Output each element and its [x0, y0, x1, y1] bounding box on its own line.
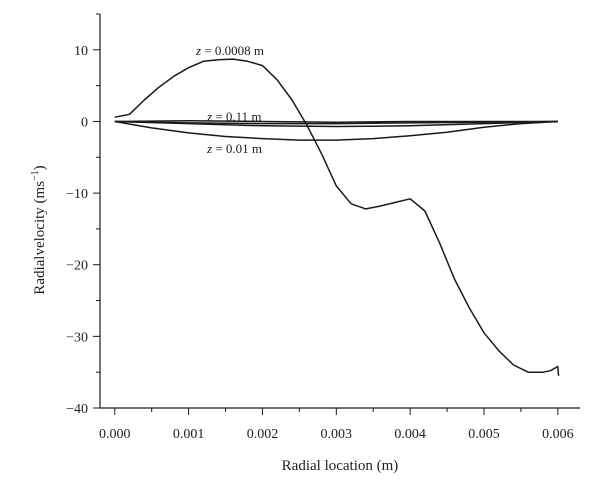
y-tick-label: 10 — [74, 44, 88, 59]
curve-annotation-1: z = 0.0008 m — [195, 43, 264, 58]
series-line-3 — [114, 120, 558, 141]
x-tick-label: 0.004 — [394, 427, 426, 442]
series-layer — [114, 58, 560, 376]
y-axis-title-close: ) — [32, 165, 48, 170]
x-tick-label: 0.006 — [542, 427, 574, 442]
series-line-1 — [114, 58, 560, 376]
y-tick-label: 0 — [81, 115, 88, 130]
annotations: z = 0.0008 m z = 0.11 m z = 0.01 m — [195, 43, 264, 156]
x-tick-label: 0.005 — [468, 427, 500, 442]
x-tick-label: 0.001 — [173, 427, 205, 442]
x-axis-title: Radial location (m) — [282, 458, 399, 474]
series-line-4 — [114, 120, 558, 128]
x-tick-label: 0.002 — [247, 427, 279, 442]
x-tick-label: 0.003 — [321, 427, 353, 442]
y-tick-label: −30 — [66, 330, 88, 345]
y-axis-title-main: Radialvelocity (ms — [32, 181, 48, 295]
axes: 10 0 −10 −20 −30 −40 0.000 0.001 0.002 0.003 0.004… — [66, 13, 580, 442]
y-tick-label: −40 — [66, 402, 88, 417]
curve-annotation-3: z = 0.01 m — [206, 141, 262, 156]
x-tick-label: 0.000 — [99, 427, 131, 442]
y-axis-title: Radialvelocity (ms−1) — [30, 165, 48, 294]
y-axis-title-sup: −1 — [30, 170, 41, 181]
y-tick-label: −10 — [66, 187, 88, 202]
curve-annotation-2: z = 0.11 m — [206, 109, 262, 124]
series-line-5 — [114, 119, 558, 123]
y-tick-label: −20 — [66, 259, 88, 274]
